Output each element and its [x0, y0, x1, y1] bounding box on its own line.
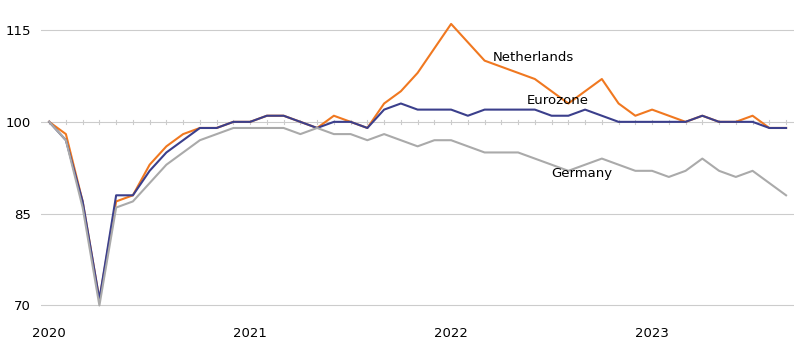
Text: Germany: Germany: [551, 167, 613, 180]
Text: Eurozone: Eurozone: [526, 94, 589, 107]
Text: Netherlands: Netherlands: [493, 51, 574, 64]
